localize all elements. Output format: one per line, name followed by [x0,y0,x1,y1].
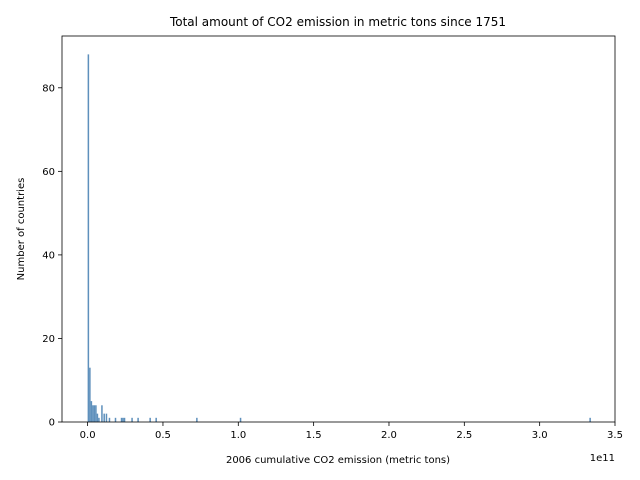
x-tick-label: 3.0 [532,430,548,441]
histogram-bar [89,367,91,422]
histogram-bar [131,417,133,422]
histogram-bar [149,417,151,422]
x-tick-label: 2.0 [381,430,397,441]
histogram-bar [98,417,100,422]
histogram-bar [123,417,126,422]
histogram-bar [103,413,105,422]
histogram-bar [105,413,108,422]
x-axis-label: 2006 cumulative CO2 emission (metric ton… [226,455,450,466]
y-tick-label: 40 [42,250,55,261]
y-tick-label: 80 [42,83,55,94]
histogram-bar [589,417,591,422]
histogram-bar [95,405,97,422]
histogram-bar [122,417,124,422]
x-tick-label: 0.5 [155,430,171,441]
y-tick-label: 60 [42,167,55,178]
histogram-bar [87,54,90,422]
histogram-bar [92,405,94,422]
histogram-bar [108,417,111,422]
y-axis-ticks: 0 20 40 60 80 [42,83,62,429]
x-axis-ticks: 0.0 0.5 1.0 1.5 2.0 2.5 3.0 3.5 [80,422,623,441]
histogram-bar [137,417,139,422]
histogram-bar [239,417,242,422]
x-tick-label: 0.0 [80,430,96,441]
y-axis-label: Number of countries [16,178,27,281]
y-tick-label: 20 [42,334,55,345]
histogram-bar [96,413,99,422]
histogram-bar [93,405,96,422]
x-axis-offset-label: 1e11 [590,453,615,464]
plot-frame [61,35,616,423]
x-tick-label: 2.5 [456,430,472,441]
chart-title: Total amount of CO2 emission in metric t… [169,15,506,29]
x-tick-label: 1.5 [306,430,322,441]
histogram-bar [90,401,93,422]
x-tick-label: 3.5 [607,430,623,441]
histogram-bar [114,417,117,422]
histogram-bar [155,417,157,422]
bars-group [87,54,591,422]
histogram-bar [101,405,103,422]
y-tick-label: 0 [49,418,55,429]
x-tick-label: 1.0 [230,430,246,441]
histogram-bar [120,417,123,422]
histogram-bar [196,417,198,422]
